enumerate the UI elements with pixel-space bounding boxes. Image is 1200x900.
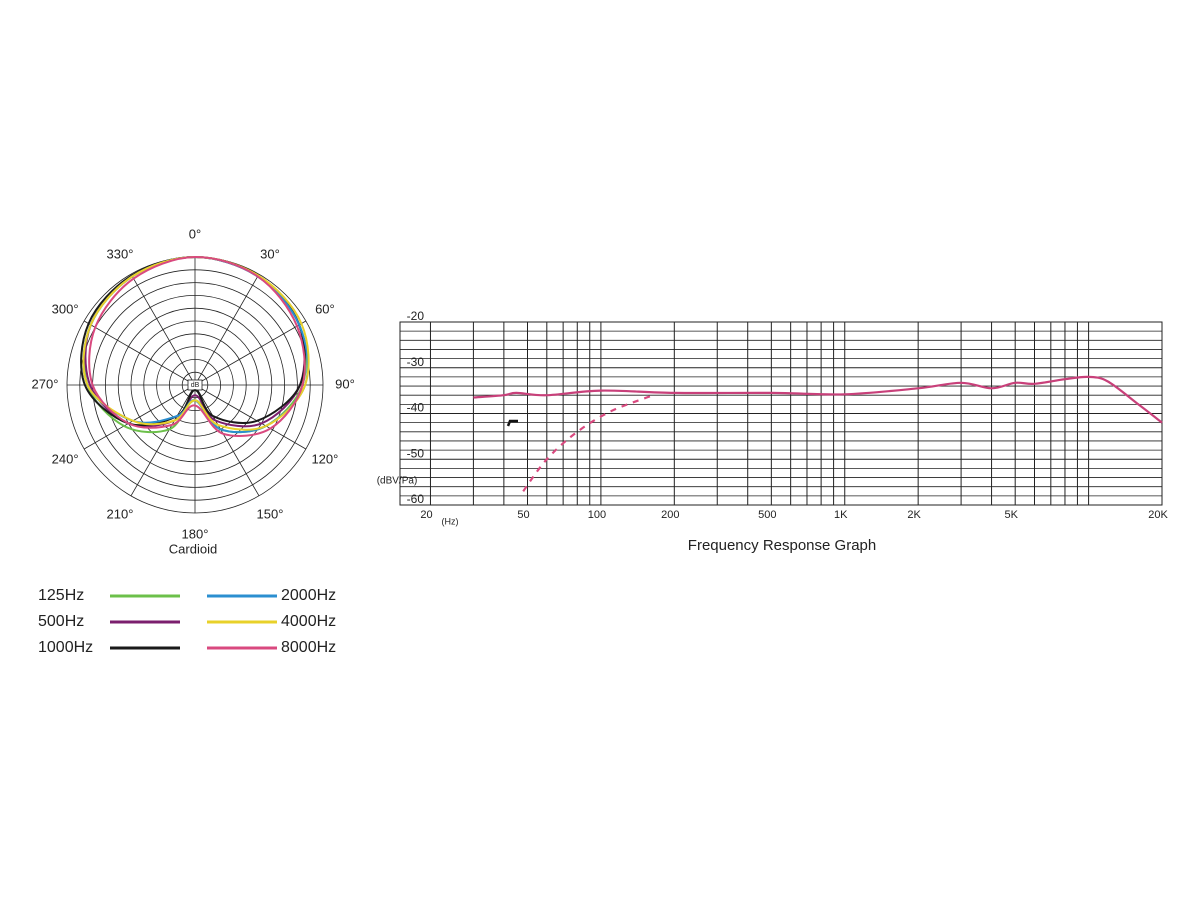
angle-label: 270° bbox=[32, 376, 59, 391]
polar-curve bbox=[82, 255, 310, 431]
legend-label: 1000Hz bbox=[38, 639, 93, 656]
angle-label: 150° bbox=[257, 506, 284, 521]
angle-label: 30° bbox=[260, 247, 280, 262]
chart-title: Frequency Response Graph bbox=[688, 537, 876, 554]
x-tick-label: 200 bbox=[661, 509, 679, 521]
x-axis-unit: (Hz) bbox=[442, 516, 459, 526]
plot-frame bbox=[399, 321, 1163, 506]
x-tick-label: 20 bbox=[420, 509, 432, 521]
legend-label: 8000Hz bbox=[281, 639, 336, 656]
y-tick-label: -30 bbox=[407, 355, 425, 369]
spoke bbox=[130, 384, 196, 497]
x-tick-label: 1K bbox=[834, 509, 848, 521]
angle-label: 300° bbox=[52, 301, 79, 316]
angle-label: 330° bbox=[107, 247, 134, 262]
spoke bbox=[83, 384, 196, 450]
spoke bbox=[130, 273, 196, 386]
spoke bbox=[194, 273, 260, 386]
x-tick-label: 20K bbox=[1148, 509, 1168, 521]
center-label: dB bbox=[191, 382, 200, 389]
y-axis-label: (dBV/Pa) bbox=[377, 476, 418, 487]
y-tick-label: -60 bbox=[407, 492, 425, 506]
response-line bbox=[522, 395, 652, 492]
x-tick-label: 5K bbox=[1004, 509, 1018, 521]
angle-label: 180° bbox=[182, 526, 209, 541]
y-tick-label: -50 bbox=[407, 446, 425, 460]
x-tick-label: 100 bbox=[588, 509, 606, 521]
x-tick-label: 500 bbox=[758, 509, 776, 521]
polar-curve bbox=[88, 255, 306, 437]
spoke bbox=[194, 384, 307, 450]
legend-label: 500Hz bbox=[38, 613, 84, 630]
polar-caption: Cardioid bbox=[169, 541, 217, 556]
response-line bbox=[473, 375, 1163, 424]
legend-label: 125Hz bbox=[38, 587, 84, 604]
y-tick-label: -40 bbox=[407, 401, 425, 415]
legend-label: 4000Hz bbox=[281, 613, 336, 630]
x-tick-label: 2K bbox=[907, 509, 921, 521]
spoke bbox=[83, 320, 196, 386]
angle-label: 90° bbox=[335, 376, 355, 391]
angle-label: 0° bbox=[189, 226, 201, 241]
angle-label: 210° bbox=[107, 506, 134, 521]
angle-label: 120° bbox=[311, 451, 338, 466]
spoke bbox=[194, 320, 307, 386]
marker-glyph bbox=[506, 419, 518, 427]
y-tick-label: -20 bbox=[407, 309, 425, 323]
angle-label: 60° bbox=[315, 301, 335, 316]
x-tick-label: 50 bbox=[517, 509, 529, 521]
spoke bbox=[194, 384, 260, 497]
legend-label: 2000Hz bbox=[281, 587, 336, 604]
angle-label: 240° bbox=[52, 451, 79, 466]
